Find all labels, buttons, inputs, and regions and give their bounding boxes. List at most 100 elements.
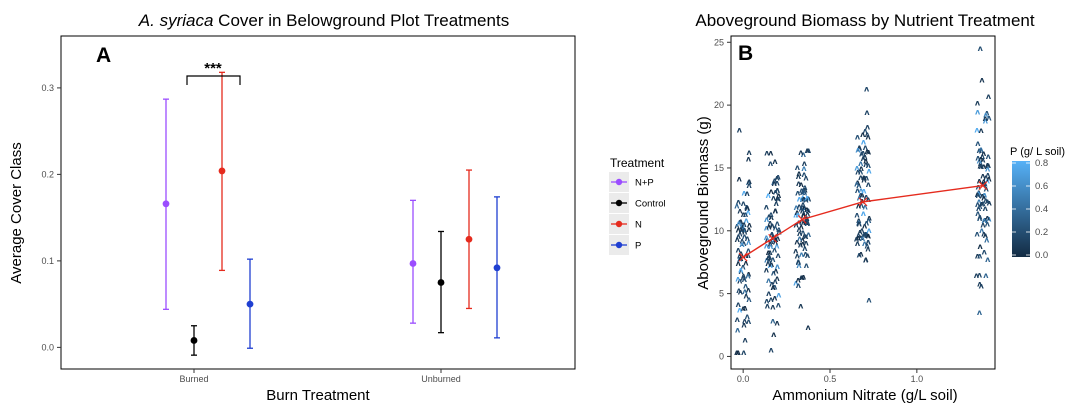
biomass-point: ʌ <box>772 277 778 286</box>
biomass-point: ʌ <box>742 189 748 198</box>
biomass-point: ʌ <box>983 271 989 280</box>
fit-point-marker <box>738 252 748 262</box>
panel-b-y-tick-label: 20 <box>714 100 724 110</box>
biomass-point: ʌ <box>856 234 862 243</box>
biomass-point: ʌ <box>769 280 775 289</box>
panel-b: Aboveground Biomass by Nutrient Treatmen… <box>695 11 1035 404</box>
biomass-point: ʌ <box>806 323 812 332</box>
biomass-point: ʌ <box>797 234 803 243</box>
fit-point-marker <box>858 197 868 207</box>
biomass-point: ʌ <box>856 201 862 210</box>
biomass-point: ʌ <box>764 148 770 157</box>
biomass-point: ʌ <box>737 252 743 261</box>
panel-a-y-tick-label: 0.1 <box>41 256 54 266</box>
colorbar-tick-label: 0.8 <box>1035 158 1048 169</box>
biomass-point: ʌ <box>863 230 869 239</box>
biomass-point: ʌ <box>768 148 774 157</box>
biomass-point: ʌ <box>773 235 779 244</box>
biomass-point: ʌ <box>773 267 779 276</box>
biomass-point: ʌ <box>861 175 867 184</box>
legend-key-point <box>615 178 623 186</box>
biomass-point: ʌ <box>745 312 751 321</box>
biomass-point: ʌ <box>862 173 868 182</box>
biomass-point: ʌ <box>743 258 749 267</box>
biomass-point: ʌ <box>977 213 983 222</box>
biomass-point: ʌ <box>734 348 740 357</box>
biomass-point: ʌ <box>857 228 863 237</box>
panel-a-y-ticks: 0.0 0.1 0.2 0.3 <box>41 83 61 352</box>
biomass-point: ʌ <box>742 287 748 296</box>
biomass-point: ʌ <box>977 308 983 317</box>
biomass-point: ʌ <box>764 297 770 306</box>
biomass-point: ʌ <box>742 232 748 241</box>
biomass-point: ʌ <box>739 227 745 236</box>
biomass-point: ʌ <box>986 175 992 184</box>
biomass-point: ʌ <box>793 247 799 256</box>
biomass-point: ʌ <box>776 228 782 237</box>
biomass-point: ʌ <box>979 162 985 171</box>
biomass-point: ʌ <box>773 187 779 196</box>
biomass-point: ʌ <box>859 164 865 173</box>
biomass-point: ʌ <box>746 208 752 217</box>
biomass-point: ʌ <box>987 198 993 207</box>
biomass-point: ʌ <box>766 222 772 231</box>
biomass-point: ʌ <box>803 218 809 227</box>
biomass-point: ʌ <box>978 162 984 171</box>
biomass-point: ʌ <box>854 210 860 219</box>
biomass-point: ʌ <box>985 161 991 170</box>
biomass-point: ʌ <box>863 255 869 264</box>
mean-point-n <box>465 235 473 243</box>
biomass-point: ʌ <box>862 230 868 239</box>
biomass-point: ʌ <box>805 194 811 203</box>
biomass-point: ʌ <box>985 214 991 223</box>
biomass-point: ʌ <box>746 154 752 163</box>
panel-b-x-ticks: 0.0 0.5 1.0 <box>737 369 923 384</box>
biomass-point: ʌ <box>803 232 809 241</box>
biomass-point: ʌ <box>768 242 774 251</box>
biomass-point: ʌ <box>861 231 867 240</box>
biomass-point: ʌ <box>984 235 990 244</box>
biomass-point: ʌ <box>766 276 772 285</box>
biomass-point: ʌ <box>797 194 803 203</box>
fit-point-marker <box>797 215 807 224</box>
biomass-point: ʌ <box>745 271 751 280</box>
biomass-point: ʌ <box>865 122 871 131</box>
biomass-point: ʌ <box>862 230 868 239</box>
biomass-point: ʌ <box>776 300 782 309</box>
biomass-point: ʌ <box>979 226 985 235</box>
biomass-point: ʌ <box>765 235 771 244</box>
biomass-point: ʌ <box>980 152 986 161</box>
biomass-point: ʌ <box>854 179 860 188</box>
biomass-point: ʌ <box>798 240 804 249</box>
biomass-point: ʌ <box>858 159 864 168</box>
biomass-point: ʌ <box>766 289 772 298</box>
biomass-point: ʌ <box>978 145 984 154</box>
biomass-point: ʌ <box>977 251 983 260</box>
legend-label: N+P <box>635 178 654 189</box>
biomass-point: ʌ <box>865 130 871 139</box>
biomass-point: ʌ <box>745 204 751 213</box>
biomass-point: ʌ <box>806 146 812 155</box>
biomass-point: ʌ <box>975 108 981 117</box>
biomass-point: ʌ <box>977 176 983 185</box>
biomass-point: ʌ <box>775 172 781 181</box>
biomass-point: ʌ <box>983 173 989 182</box>
biomass-point: ʌ <box>735 326 741 335</box>
biomass-point: ʌ <box>977 202 983 211</box>
mean-point-p <box>246 300 254 308</box>
biomass-point: ʌ <box>802 189 808 198</box>
significance-label: *** <box>204 60 222 77</box>
biomass-point: ʌ <box>746 295 752 304</box>
biomass-point: ʌ <box>856 219 862 228</box>
biomass-point: ʌ <box>859 191 865 200</box>
biomass-point: ʌ <box>858 233 864 242</box>
biomass-point: ʌ <box>747 220 753 229</box>
biomass-point: ʌ <box>737 306 743 315</box>
biomass-point: ʌ <box>767 253 773 262</box>
biomass-point: ʌ <box>746 148 752 157</box>
biomass-point: ʌ <box>741 348 747 357</box>
biomass-point: ʌ <box>801 164 807 173</box>
biomass-point: ʌ <box>793 220 799 229</box>
biomass-point: ʌ <box>796 275 802 284</box>
biomass-point: ʌ <box>981 149 987 158</box>
